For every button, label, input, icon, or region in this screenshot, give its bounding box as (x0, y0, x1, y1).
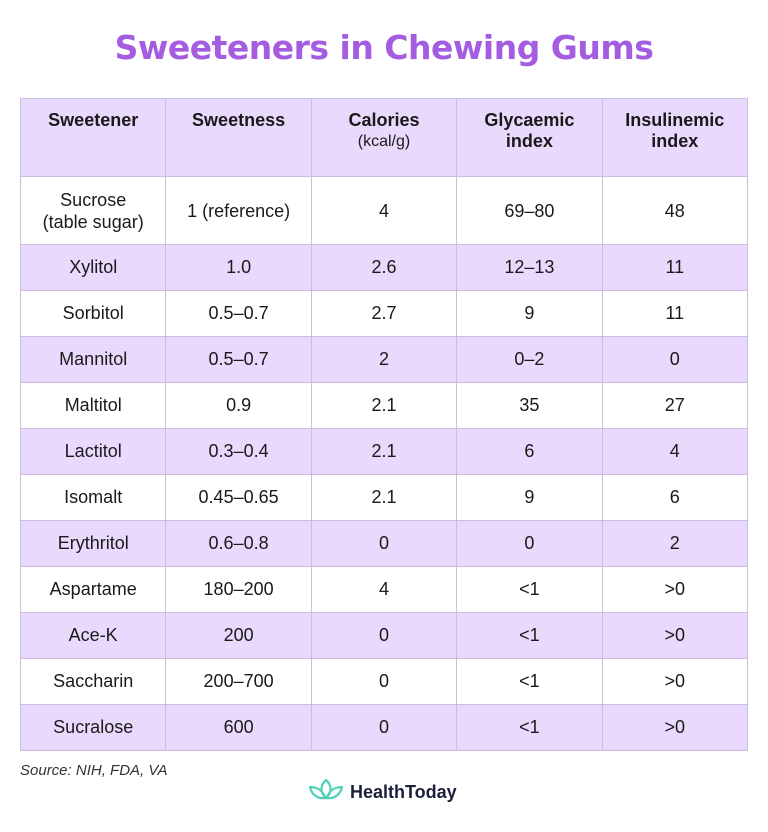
cell-sweetener: Ace-K (19, 612, 167, 659)
cell-glycaemic-index: <1 (456, 704, 603, 751)
cell-calories: 2.1 (310, 428, 458, 475)
cell-glycaemic-index: <1 (456, 566, 603, 613)
sweeteners-table: Sweetener Sweetness Calories (kcal/g) Gly… (19, 98, 749, 751)
cell-sweetener: Sucrose (table sugar) (19, 176, 167, 245)
cell-sweetness: 0.45–0.65 (165, 474, 312, 521)
table-row: Ace-K 200 0 <1 >0 (19, 612, 749, 659)
cell-glycaemic-index: 0–2 (456, 336, 603, 383)
cell-insulinemic-index: 4 (601, 428, 749, 475)
cell-sweetness: 0.6–0.8 (165, 520, 312, 567)
cell-calories: 2.6 (310, 244, 458, 291)
cell-glycaemic-index: 12–13 (456, 244, 603, 291)
cell-calories: 2.1 (310, 382, 458, 429)
cell-sweetness: 600 (165, 704, 312, 751)
cell-insulinemic-index: 2 (601, 520, 749, 567)
cell-sweetness: 200 (165, 612, 312, 659)
table-header-row: Sweetener Sweetness Calories (kcal/g) Gly… (19, 98, 749, 177)
cell-insulinemic-index: 0 (601, 336, 749, 383)
cell-calories: 0 (310, 612, 458, 659)
cell-insulinemic-index: 27 (601, 382, 749, 429)
cell-glycaemic-index: 9 (456, 474, 603, 521)
cell-insulinemic-index: 11 (601, 244, 749, 291)
table-row: Mannitol 0.5–0.7 2 0–2 0 (19, 336, 749, 383)
table-row: Lactitol 0.3–0.4 2.1 6 4 (19, 428, 749, 475)
page-title: Sweeteners in Chewing Gums (114, 28, 654, 67)
cell-calories: 2 (310, 336, 458, 383)
cell-sweetener: Mannitol (19, 336, 167, 383)
cell-sweetness: 0.5–0.7 (165, 290, 312, 337)
cell-glycaemic-index: 6 (456, 428, 603, 475)
header-sweetener: Sweetener (19, 98, 167, 177)
cell-glycaemic-index: 0 (456, 520, 603, 567)
cell-insulinemic-index: >0 (601, 704, 749, 751)
cell-calories: 4 (310, 176, 458, 245)
table-row: Sucrose (table sugar) 1 (reference) 4 69–80… (19, 176, 749, 245)
brand-logo: HealthToday (308, 778, 457, 807)
cell-sweetness: 0.5–0.7 (165, 336, 312, 383)
lotus-icon (308, 778, 344, 807)
cell-calories: 0 (310, 658, 458, 705)
header-calories: Calories (kcal/g) (310, 98, 458, 177)
table-row: Sucralose 600 0 <1 >0 (19, 704, 749, 751)
cell-glycaemic-index: 35 (456, 382, 603, 429)
header-glycaemic-index: Glycaemic index (456, 98, 603, 177)
table-row: Isomalt 0.45–0.65 2.1 9 6 (19, 474, 749, 521)
cell-sweetener: Isomalt (19, 474, 167, 521)
table-row: Xylitol 1.0 2.6 12–13 11 (19, 244, 749, 291)
cell-sweetener: Xylitol (19, 244, 167, 291)
table-row: Erythritol 0.6–0.8 0 0 2 (19, 520, 749, 567)
cell-sweetener: Saccharin (19, 658, 167, 705)
cell-calories: 0 (310, 520, 458, 567)
cell-insulinemic-index: >0 (601, 566, 749, 613)
cell-sweetness: 200–700 (165, 658, 312, 705)
table-row: Maltitol 0.9 2.1 35 27 (19, 382, 749, 429)
cell-insulinemic-index: 11 (601, 290, 749, 337)
cell-sweetness: 0.9 (165, 382, 312, 429)
cell-calories: 0 (310, 704, 458, 751)
table-row: Saccharin 200–700 0 <1 >0 (19, 658, 749, 705)
cell-calories: 2.7 (310, 290, 458, 337)
cell-insulinemic-index: 6 (601, 474, 749, 521)
cell-insulinemic-index: >0 (601, 658, 749, 705)
source-note: Source: NIH, FDA, VA (20, 762, 168, 779)
table-row: Sorbitol 0.5–0.7 2.7 9 11 (19, 290, 749, 337)
cell-calories: 4 (310, 566, 458, 613)
cell-sweetness: 1.0 (165, 244, 312, 291)
header-sweetness: Sweetness (165, 98, 312, 177)
cell-sweetness: 0.3–0.4 (165, 428, 312, 475)
cell-glycaemic-index: <1 (456, 612, 603, 659)
cell-sweetener: Sorbitol (19, 290, 167, 337)
cell-insulinemic-index: 48 (601, 176, 749, 245)
header-insulinemic-index: Insulinemic index (601, 98, 749, 177)
cell-glycaemic-index: 69–80 (456, 176, 603, 245)
cell-sweetener: Lactitol (19, 428, 167, 475)
cell-sweetness: 1 (reference) (165, 176, 312, 245)
cell-glycaemic-index: <1 (456, 658, 603, 705)
cell-glycaemic-index: 9 (456, 290, 603, 337)
cell-sweetener: Aspartame (19, 566, 167, 613)
cell-sweetener: Sucralose (19, 704, 167, 751)
cell-sweetness: 180–200 (165, 566, 312, 613)
brand-name: HealthToday (350, 782, 457, 802)
cell-sweetener: Maltitol (19, 382, 167, 429)
cell-insulinemic-index: >0 (601, 612, 749, 659)
cell-calories: 2.1 (310, 474, 458, 521)
table-row: Aspartame 180–200 4 <1 >0 (19, 566, 749, 613)
cell-sweetener: Erythritol (19, 520, 167, 567)
